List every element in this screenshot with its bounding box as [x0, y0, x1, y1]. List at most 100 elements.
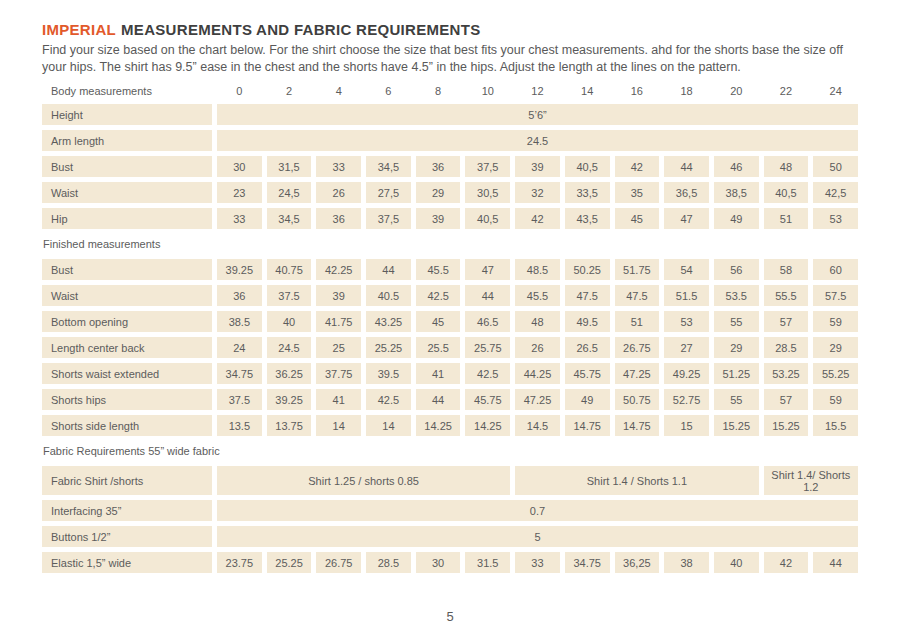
value-cell: 59	[813, 389, 858, 410]
span-value-cell: 5’6”	[217, 104, 858, 125]
span-value-cell: 24.5	[217, 130, 858, 151]
size-header-cell: 22	[764, 83, 809, 98]
value-cell: 25.5	[416, 337, 461, 358]
value-cell: 55.5	[764, 285, 809, 306]
value-cell: 55	[714, 389, 759, 410]
value-cell: 42.5	[366, 389, 411, 410]
value-cell: 29	[416, 182, 461, 203]
row-label: Hip	[42, 208, 212, 229]
table-row-shorts-waist-extended: Shorts waist extended34.7536.2537.7539.5…	[42, 363, 858, 384]
value-cell: 24	[217, 337, 262, 358]
value-cell: 40.5	[366, 285, 411, 306]
value-cell: 39	[416, 208, 461, 229]
value-cell: 41.75	[316, 311, 361, 332]
measurement-table: Body measurements024681012141618202224He…	[42, 83, 858, 573]
value-cell: 54	[664, 259, 709, 280]
value-cell: 51	[615, 311, 660, 332]
row-label: Shorts hips	[42, 389, 212, 410]
size-header-cell: 20	[714, 83, 759, 98]
span-value-cell: 5	[217, 526, 858, 547]
value-cell: 45.5	[515, 285, 560, 306]
value-cell: 36	[416, 156, 461, 177]
value-cell: 40	[714, 552, 759, 573]
row-label: Buttons 1/2”	[42, 526, 212, 547]
size-header-cell: 10	[465, 83, 510, 98]
value-cell: 59	[813, 311, 858, 332]
value-cell: 42	[515, 208, 560, 229]
value-cell: 27,5	[366, 182, 411, 203]
size-header-cell: 16	[615, 83, 660, 98]
value-cell: 53	[664, 311, 709, 332]
value-cell: 34.75	[217, 363, 262, 384]
value-cell: 58	[764, 259, 809, 280]
row-label: Elastic 1,5” wide	[42, 552, 212, 573]
size-header-cell: 0	[217, 83, 262, 98]
size-header-cell: 12	[515, 83, 560, 98]
value-cell: 43.25	[366, 311, 411, 332]
value-cell: 49.5	[565, 311, 610, 332]
value-cell: 36,5	[664, 182, 709, 203]
value-cell: 46	[714, 156, 759, 177]
row-label: Bust	[42, 259, 212, 280]
value-cell: 44	[465, 285, 510, 306]
value-cell: 38	[664, 552, 709, 573]
value-cell: 44	[416, 389, 461, 410]
value-cell: 33	[515, 552, 560, 573]
value-cell: 39.5	[366, 363, 411, 384]
value-cell: 48	[764, 156, 809, 177]
value-cell: 26.75	[316, 552, 361, 573]
value-cell: 51	[764, 208, 809, 229]
table-row-arm-length: Arm length24.5	[42, 130, 858, 151]
table-row-height: Height5’6”	[42, 104, 858, 125]
value-cell: 31.5	[465, 552, 510, 573]
value-cell: 39.25	[267, 389, 312, 410]
table-row-interfacing-35: Interfacing 35”0.7	[42, 500, 858, 521]
value-cell: 47.25	[515, 389, 560, 410]
value-cell: 25.25	[267, 552, 312, 573]
value-cell: 29	[714, 337, 759, 358]
table-row-bust: Bust39.2540.7542.254445.54748.550.2551.7…	[42, 259, 858, 280]
value-cell: 57.5	[813, 285, 858, 306]
table-row-bust: Bust3031,53334,53637,53940,54244464850	[42, 156, 858, 177]
value-cell: 29	[813, 337, 858, 358]
span-value-cell: 0.7	[217, 500, 858, 521]
value-cell: 51.25	[714, 363, 759, 384]
value-cell: 26.75	[615, 337, 660, 358]
value-cell: 23.75	[217, 552, 262, 573]
fabric-span-cell: Shirt 1.25 / shorts 0.85	[217, 466, 510, 495]
value-cell: 42.25	[316, 259, 361, 280]
value-cell: 13.5	[217, 415, 262, 436]
row-label: Arm length	[42, 130, 212, 151]
value-cell: 49	[714, 208, 759, 229]
value-cell: 53.5	[714, 285, 759, 306]
value-cell: 46.5	[465, 311, 510, 332]
value-cell: 30	[416, 552, 461, 573]
value-cell: 14	[316, 415, 361, 436]
value-cell: 26.5	[565, 337, 610, 358]
value-cell: 34,5	[267, 208, 312, 229]
value-cell: 45	[615, 208, 660, 229]
fabric-span-cell: Shirt 1.4 / Shorts 1.1	[515, 466, 758, 495]
value-cell: 26	[515, 337, 560, 358]
value-cell: 14.25	[416, 415, 461, 436]
value-cell: 36,25	[615, 552, 660, 573]
value-cell: 39.25	[217, 259, 262, 280]
value-cell: 37,5	[366, 208, 411, 229]
size-header-cell: 14	[565, 83, 610, 98]
table-row-waist: Waist3637.53940.542.54445.547.547.551.55…	[42, 285, 858, 306]
value-cell: 49.25	[664, 363, 709, 384]
value-cell: 56	[714, 259, 759, 280]
value-cell: 24,5	[267, 182, 312, 203]
value-cell: 39	[515, 156, 560, 177]
table-row-elastic-1-5-wide: Elastic 1,5” wide23.7525.2526.7528.53031…	[42, 552, 858, 573]
value-cell: 44	[813, 552, 858, 573]
value-cell: 28.5	[764, 337, 809, 358]
value-cell: 40	[267, 311, 312, 332]
page-title-rest: MEASUREMENTS AND FABRIC REQUIREMENTS	[121, 21, 480, 38]
table-row-shorts-side-length: Shorts side length13.513.75141414.2514.2…	[42, 415, 858, 436]
row-label: Bust	[42, 156, 212, 177]
value-cell: 42	[615, 156, 660, 177]
value-cell: 37.75	[316, 363, 361, 384]
row-label: Interfacing 35”	[42, 500, 212, 521]
value-cell: 55.25	[813, 363, 858, 384]
